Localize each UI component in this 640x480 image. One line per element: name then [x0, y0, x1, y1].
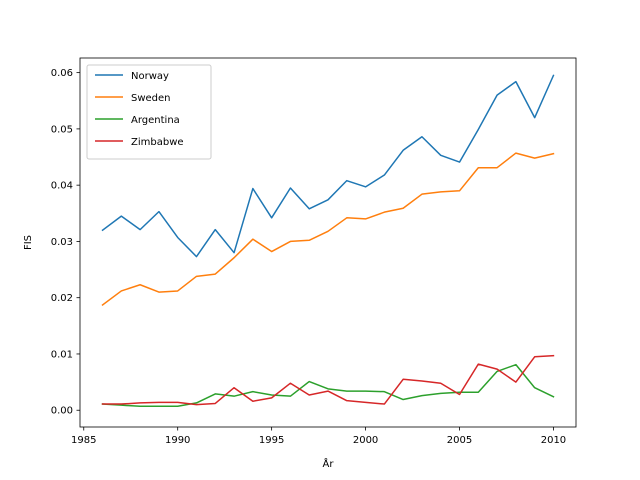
x-axis-label: År [323, 457, 335, 470]
y-tick-label: 0.06 [51, 68, 73, 79]
tick-layer: 1985 1990 1995 2000 2005 2010 0.00 0.01 0.02 0.03… [51, 68, 566, 446]
x-tick-label: 2005 [447, 435, 472, 446]
legend-label-sweden: Sweden [131, 93, 171, 104]
y-tick-label: 0.01 [51, 349, 73, 360]
y-tick-label: 0.05 [51, 124, 73, 135]
x-tick-label: 2010 [541, 435, 566, 446]
x-tick-label: 2000 [353, 435, 378, 446]
y-tick-label: 0.00 [51, 406, 73, 417]
series-line-zimbabwe [101, 354, 555, 406]
x-tick-label: 1995 [259, 435, 284, 446]
legend: Norway Sweden Argentina Zimbabwe [86, 64, 212, 160]
x-tick-label: 1990 [165, 435, 190, 446]
y-axis-label: FIS [23, 235, 34, 250]
y-tick-label: 0.02 [51, 293, 73, 304]
legend-box [86, 64, 212, 160]
y-tick-label: 0.03 [51, 237, 73, 248]
series-line-sweden [101, 152, 555, 307]
series-line-norway [101, 74, 555, 258]
x-tick-label: 1985 [71, 435, 96, 446]
series-line-argentina [101, 363, 555, 408]
legend-label-argentina: Argentina [131, 115, 180, 126]
plot-frame [79, 57, 577, 428]
y-tick-label: 0.04 [51, 181, 73, 192]
legend-label-norway: Norway [131, 71, 169, 82]
series-layer [101, 74, 555, 408]
legend-label-zimbabwe: Zimbabwe [131, 137, 184, 148]
